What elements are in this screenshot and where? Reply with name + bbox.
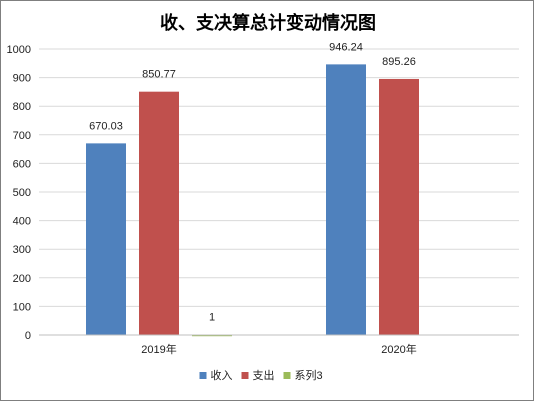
y-tick-label: 900 [13, 73, 31, 85]
data-label: 1 [209, 312, 215, 324]
bar [139, 91, 179, 335]
y-tick-label: 700 [13, 130, 31, 142]
legend-label: 支出 [253, 368, 275, 382]
y-tick-label: 200 [13, 273, 31, 285]
data-label: 946.24 [329, 41, 363, 53]
bars: 670.03 850.77 1 946.24 895.26 [86, 41, 419, 337]
y-tick-label: 1000 [7, 44, 31, 56]
y-tick-label: 0 [25, 330, 31, 342]
legend-swatch [283, 372, 291, 379]
bar [379, 78, 419, 336]
y-tick-label: 600 [13, 158, 31, 170]
data-label: 895.26 [382, 56, 416, 68]
bar [86, 143, 126, 335]
x-tick-label: 2019年 [141, 342, 176, 356]
y-tick-label: 500 [13, 187, 31, 199]
y-axis: 0 100 200 300 400 500 600 700 800 900 1000 [7, 44, 31, 342]
legend-swatch [199, 372, 207, 379]
legend-label: 系列3 [295, 368, 323, 382]
y-tick-label: 100 [13, 301, 31, 313]
data-label: 670.03 [89, 120, 123, 132]
legend: 收入 支出 系列3 [199, 368, 323, 382]
x-tick-label: 2020年 [381, 342, 416, 356]
y-tick-label: 800 [13, 101, 31, 113]
chart-title: 收、支决算总计变动情况图 [160, 12, 376, 34]
y-tick-label: 300 [13, 244, 31, 256]
bar [326, 64, 366, 335]
legend-swatch [241, 372, 249, 379]
data-label: 850.77 [142, 69, 176, 81]
y-tick-label: 400 [13, 216, 31, 228]
legend-label: 收入 [211, 368, 233, 382]
x-axis: 2019年 2020年 [39, 334, 519, 356]
